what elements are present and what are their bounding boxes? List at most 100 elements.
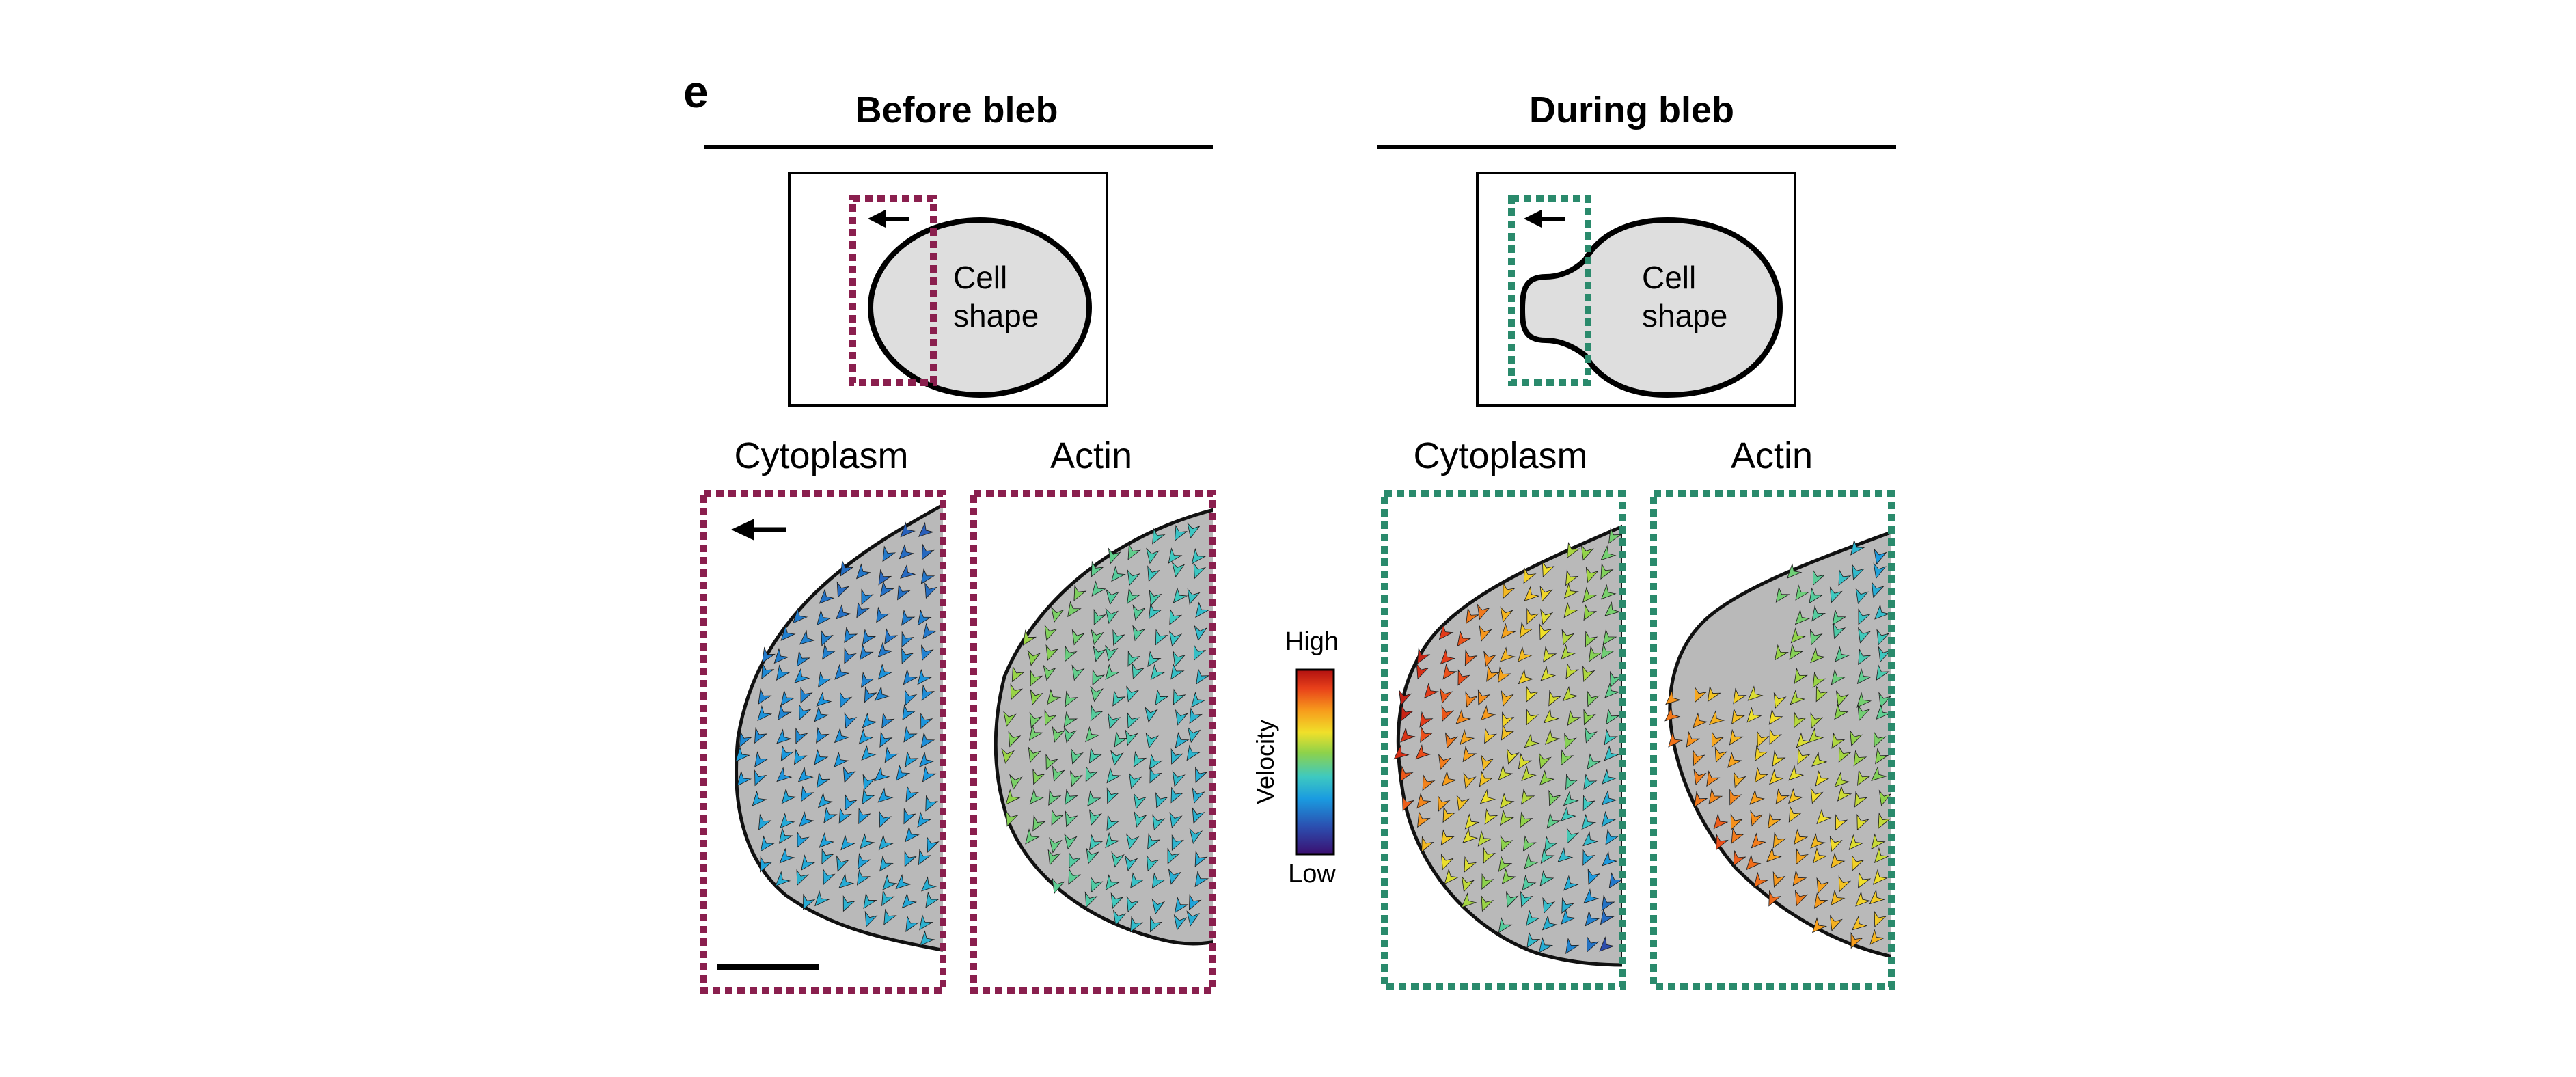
velocity-arrow [1766,847,1782,862]
velocity-arrow [1731,827,1745,844]
before-cytoplasm-direction-arrow [731,519,786,541]
velocity-arrow [1878,812,1891,829]
velocity-arrow [1442,663,1457,680]
velocity-arrow [921,543,935,560]
velocity-arrow [1769,728,1782,746]
velocity-arrow [1808,727,1824,744]
velocity-arrow [1420,726,1434,743]
velocity-arrow [1789,643,1804,660]
velocity-arrow [884,746,899,763]
velocity-arrow [1127,712,1140,729]
velocity-arrow [1173,651,1186,668]
velocity-arrow [1003,711,1017,727]
velocity-arrow [1194,644,1207,662]
velocity-arrow [1503,582,1516,599]
velocity-arrow [1441,770,1457,787]
velocity-arrow [1668,731,1684,748]
velocity-arrow [1794,890,1808,907]
velocity-arrow [1874,604,1890,620]
velocity-arrow [817,609,832,626]
velocity-arrow [1047,849,1061,866]
velocity-arrow [856,869,871,886]
velocity-arrow [1106,767,1121,784]
velocity-arrow [760,835,775,852]
velocity-arrow [1465,691,1479,708]
velocity-arrow [1794,609,1811,625]
velocity-arrow [1155,629,1168,646]
velocity-arrow [1112,690,1126,707]
velocity-arrow [1106,814,1120,831]
velocity-arrow [1729,728,1744,746]
velocity-arrow [1582,586,1598,603]
velocity-arrow [1834,772,1850,787]
velocity-arrow [1030,689,1043,706]
velocity-arrow [1855,588,1869,605]
velocity-arrow [1544,835,1558,852]
velocity-arrow [920,732,935,748]
velocity-arrow [1043,664,1056,681]
velocity-arrow [1830,852,1846,869]
velocity-arrow [1167,847,1180,864]
velocity-arrow [816,691,832,707]
panel-letter: e [683,66,709,117]
velocity-arrow [1010,683,1024,700]
velocity-arrow [1032,768,1045,785]
velocity-arrow [1481,873,1494,890]
velocity-arrow [862,788,876,805]
velocity-arrow [899,543,915,560]
velocity-arrow [905,750,919,767]
before-actin-velocity-arrows [1001,522,1210,933]
velocity-arrow [1499,792,1515,809]
velocity-arrow [1498,856,1513,872]
velocity-arrow [1539,752,1552,769]
velocity-arrow [1047,688,1062,705]
velocity-arrow [1787,562,1803,579]
velocity-arrow [1858,608,1871,625]
velocity-arrow [793,608,808,624]
velocity-arrow [1501,868,1517,885]
velocity-arrow [822,643,836,660]
velocity-arrow [1149,603,1162,620]
velocity-arrow [780,690,795,707]
velocity-arrow [860,833,875,849]
velocity-arrow [1686,731,1701,748]
velocity-arrow [1500,835,1513,852]
velocity-arrow [1111,565,1126,582]
velocity-arrow [1195,766,1208,783]
velocity-arrow [1809,629,1823,646]
velocity-arrow [1105,832,1120,849]
velocity-arrow [921,876,937,892]
velocity-arrow [1463,772,1477,789]
velocity-arrow [917,668,932,685]
before-section-title: Before bleb [855,90,1058,131]
velocity-arrow [1810,647,1826,664]
velocity-arrow [1693,749,1705,767]
velocity-arrow [821,629,834,646]
velocity-arrow [1499,809,1514,826]
velocity-arrow [1561,908,1576,925]
velocity-arrow [861,588,874,605]
velocity-arrow [859,644,874,661]
velocity-arrow [1871,581,1885,599]
velocity-arrow [1133,793,1147,810]
velocity-arrow [1110,892,1124,909]
velocity-arrow [862,629,877,646]
velocity-arrow [1108,713,1121,730]
velocity-arrow [874,685,890,701]
velocity-arrow [1091,560,1104,577]
velocity-arrow [1105,874,1120,890]
velocity-arrow [1582,849,1595,866]
velocity-arrow [1810,833,1826,849]
velocity-arrow [1797,748,1811,765]
velocity-arrow [922,623,937,640]
velocity-arrow [1009,774,1023,791]
velocity-arrow [1442,806,1456,823]
velocity-arrow [1105,608,1119,625]
velocity-arrow [1733,687,1747,705]
velocity-arrow [1694,791,1708,808]
velocity-arrow [1587,936,1600,953]
velocity-arrow [877,642,893,658]
velocity-arrow [903,726,918,743]
velocity-arrow [1087,790,1101,807]
